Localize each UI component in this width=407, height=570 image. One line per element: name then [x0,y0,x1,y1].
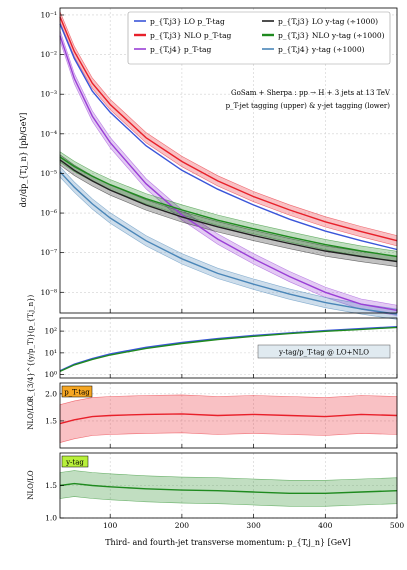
legend: p_{T,j3} LO p_T-tag p_{T,j3} NLO p_T-tag… [127,11,391,65]
main-annotation-2: p_T-jet tagging (upper) & y-jet tagging … [226,102,391,110]
k2-ylabel: NLO/LO [27,470,35,500]
legend-entry-3: p_{T,j3} LO y-tag (÷1000) [278,17,378,26]
ytick-label-1: 10⁻² [40,50,57,59]
ytick-label-0: 1.5 [45,416,57,425]
ratio-frame [59,317,398,379]
legend-entry-5: p_{T,j4} y-tag (÷1000) [278,45,365,54]
k1-ylabel: NLO/LO [27,400,35,430]
series-line-2-0 [59,413,398,425]
k1-tag-label: p_T-tag [64,389,90,397]
series-line-3-0 [59,482,398,494]
xtick-label-2: 300 [246,521,261,530]
ytick-label-5: 10⁻⁶ [40,209,57,218]
main-panel: 10⁻¹ 10⁻² 10⁻³ 10⁻⁴ 10⁻⁵ 10⁻⁶ 10⁻⁷ 10⁻⁸ dσ/dp_{… [19,7,398,320]
ytick-label-0: 10⁻¹ [40,10,57,19]
ytick-label-1: 2.0 [45,389,57,398]
xtick-label-4: 500 [390,521,405,530]
ratio-panel: 10⁰ 10¹ 10² R_{3/4}^{(y/p_T)}(p_{T,j_n}) y… [27,294,398,401]
ytick-label-3: 10⁻⁴ [40,129,57,138]
ytick-label-0: 10⁰ [44,370,57,379]
xtick-label-0: 100 [103,521,118,530]
kfactor-y-panel: 1.0 1.5 NLO/LO y-tag [27,452,398,523]
series-line-1-1 [59,326,398,373]
ytick-label-2: 10² [44,327,57,336]
main-frame [59,7,398,314]
series-line-0-2 [59,35,398,311]
series-line-0-4 [59,156,398,258]
ytick-label-0: 1.0 [45,514,57,523]
legend-entry-4: p_{T,j3} NLO y-tag (÷1000) [278,31,385,40]
k1-frame [59,382,398,449]
ytick-label-4: 10⁻⁵ [40,169,57,178]
legend-entry-0: p_{T,j3} LO p_T-tag [150,17,225,26]
ytick-label-1: 10¹ [44,348,57,357]
series-line-1-0 [59,326,398,372]
xtick-label-3: 400 [318,521,333,530]
series-line-0-3 [59,159,398,263]
legend-entry-1: p_{T,j3} NLO p_T-tag [150,31,232,40]
ytick-label-2: 10⁻³ [40,90,57,99]
series-line-0-5 [59,171,398,315]
xtick-label-1: 200 [175,521,190,530]
ytick-label-6: 10⁻⁷ [40,248,57,257]
kfactor-pt-panel: 1.5 2.0 NLO/LO p_T-tag [27,382,398,449]
series-line-0-0 [59,23,398,251]
main-annotation-1: GoSam + Sherpa : pp → H + 3 jets at 13 T… [231,89,391,97]
ytick-label-1: 1.5 [45,481,57,490]
x-axis-label: Third- and fourth-jet transverse momentu… [105,538,351,547]
main-ylabel: dσ/dp_{T,j_n} [pb/GeV] [19,113,28,208]
series-line-0-1 [59,16,398,242]
ratio-annotation: y-tag/p_T-tag @ LO+NLO [278,349,369,357]
legend-entry-2: p_{T,j4} p_T-tag [150,45,211,54]
k2-tag-label: y-tag [65,459,84,467]
ytick-label-7: 10⁻⁸ [40,288,57,297]
ratio-ylabel: R_{3/4}^{(y/p_T)}(p_{T,j_n}) [27,294,35,401]
